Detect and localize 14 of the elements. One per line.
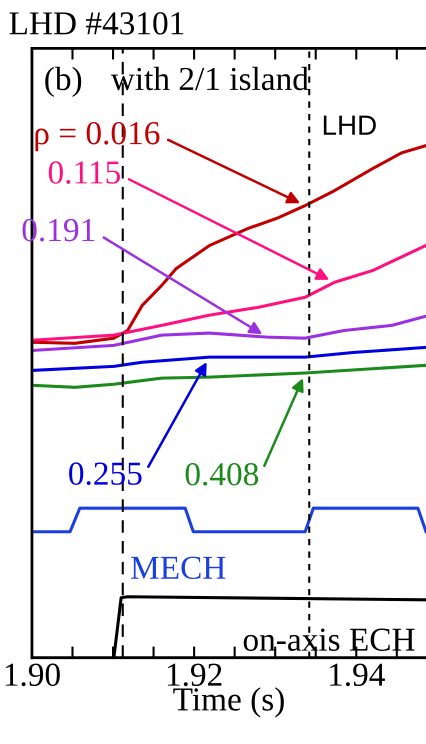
- text: (b): [45, 66, 82, 97]
- x-axis-title: Time (s): [173, 687, 284, 718]
- series-label: MECH: [131, 556, 226, 580]
- text: 0.255: [69, 462, 142, 486]
- text: with 2/1 island: [110, 66, 308, 90]
- text: ρ = 0.016: [35, 122, 160, 152]
- chart-title: LHD #43101: [9, 12, 184, 35]
- series-label: on-axis ECH: [244, 628, 415, 651]
- x-tick-label: 1.90: [6, 664, 60, 686]
- text: LHD: [324, 116, 376, 135]
- text: 0.115: [48, 161, 120, 184]
- text: 0.408: [186, 463, 258, 486]
- x-tick-label: 1.94: [330, 664, 385, 686]
- x-tick-label: 1.92: [168, 664, 222, 686]
